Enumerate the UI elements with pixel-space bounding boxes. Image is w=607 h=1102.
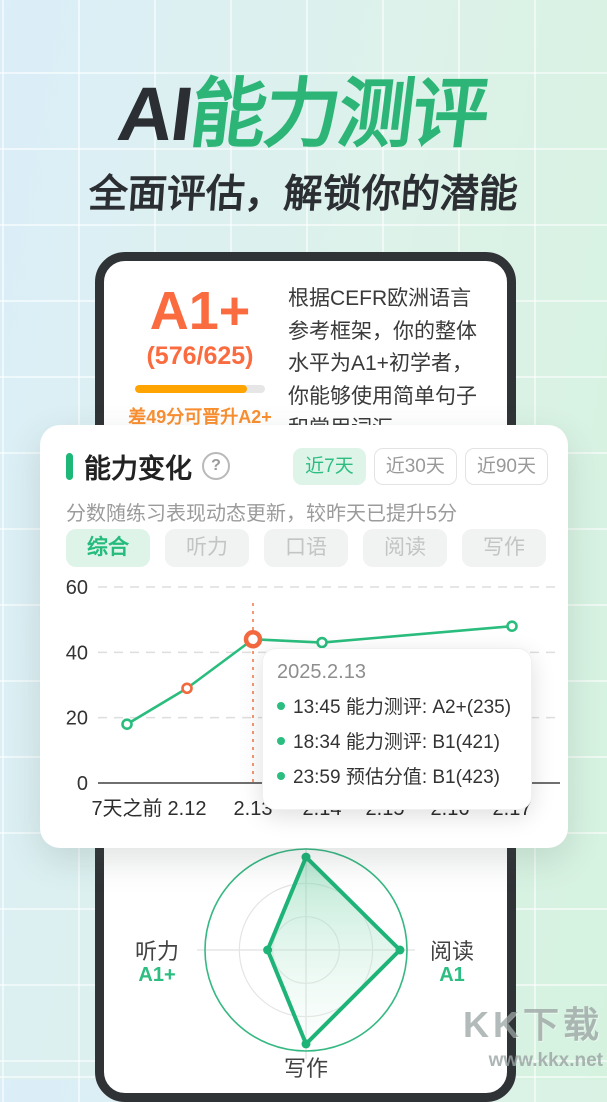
skill-tabs: 综合 听力 口语 阅读 写作 — [66, 529, 561, 567]
range-pill-30d[interactable]: 近30天 — [373, 447, 457, 485]
level-description: 根据CEFR欧洲语言参考框架，你的整体水平为A1+初学者，你能够使用简单句子和常… — [288, 287, 477, 440]
radar-label-writing: 写作 — [283, 1056, 328, 1081]
watermark-url: www.kkx.net — [488, 1050, 603, 1071]
radar-vertex — [395, 945, 405, 955]
help-icon[interactable]: ? — [202, 452, 230, 480]
chart-tooltip: 2025.2.13 13:45 能力测评: A2+(235) 18:34 能力测… — [262, 648, 532, 810]
bullet-icon — [277, 771, 285, 780]
data-point[interactable] — [506, 620, 518, 633]
ability-change-panel: 能力变化 ? 近7天 近30天 近90天 分数随练习表现动态更新，较昨天已提升5… — [40, 425, 568, 848]
range-selector: 近7天 近30天 近90天 — [285, 447, 548, 485]
radar-label-reading: 阅读 — [429, 939, 474, 964]
data-point-highlighted[interactable] — [243, 630, 263, 649]
data-point[interactable] — [121, 718, 133, 730]
panel-title: 能力变化 — [84, 453, 192, 484]
accent-bar — [66, 452, 73, 480]
range-pill-7d[interactable]: 近7天 — [293, 447, 366, 485]
bullet-icon — [277, 701, 285, 710]
level-progress-bar — [135, 384, 265, 393]
radar-vertex — [301, 852, 311, 862]
data-point[interactable] — [316, 636, 328, 649]
tab-listening[interactable]: 听力 — [165, 529, 249, 567]
tooltip-row-3: 23:59 预估分值: B1(423) — [293, 767, 500, 788]
page-title-prefix: AI — [113, 72, 196, 157]
page-title: AI能力测评 — [0, 52, 607, 162]
watermark-logo: KK下载 — [463, 1004, 603, 1045]
tooltip-date: 2025.2.13 — [277, 661, 366, 683]
data-point[interactable] — [181, 682, 193, 695]
y-tick-label: 60 — [66, 577, 88, 599]
panel-header: 能力变化 ? 近7天 近30天 近90天 — [66, 447, 548, 485]
tab-writing[interactable]: 写作 — [462, 529, 546, 567]
radar-vertex — [301, 1039, 311, 1049]
tooltip-row-1: 13:45 能力测评: A2+(235) — [293, 697, 512, 718]
x-tick-label: 7天之前 — [91, 797, 162, 820]
panel-subtitle: 分数随练习表现动态更新，较昨天已提升5分 — [66, 503, 458, 525]
level-score: (576/625) — [146, 341, 254, 370]
radar-chart — [197, 841, 415, 1059]
tab-speaking[interactable]: 口语 — [264, 529, 348, 567]
range-pill-90d[interactable]: 近90天 — [464, 447, 548, 485]
bullet-icon — [277, 736, 285, 745]
page-subtitle: 全面评估，解锁你的潜能 — [87, 173, 520, 216]
x-tick-label: 2.13 — [234, 798, 273, 820]
radar-level-listening: A1+ — [138, 964, 176, 986]
radar-polygon — [265, 855, 402, 1046]
x-tick-label: 2.12 — [168, 798, 207, 820]
tab-reading[interactable]: 阅读 — [363, 529, 447, 567]
progress-fill — [135, 384, 247, 393]
level-badge: A1+ — [149, 281, 251, 341]
radar-outer-ring — [204, 848, 408, 1052]
page-title-main: 能力测评 — [185, 72, 492, 157]
radar-label-listening: 听力 — [134, 939, 179, 964]
y-tick-label: 40 — [66, 642, 88, 664]
tab-overall[interactable]: 综合 — [66, 529, 150, 567]
radar-vertex — [263, 945, 273, 955]
y-tick-label: 20 — [66, 708, 88, 730]
progress-note: 差49分可晋升A2+ — [128, 406, 272, 427]
level-summary-card: A1+ (576/625) 差49分可晋升A2+ 根据CEFR欧洲语言参考框架，… — [104, 261, 507, 446]
radar-level-reading: A1 — [439, 964, 465, 986]
tooltip-row-2: 18:34 能力测评: B1(421) — [293, 732, 500, 753]
watermark: KK下载 www.kkx.net — [463, 996, 603, 1072]
y-tick-label: 0 — [77, 773, 88, 795]
